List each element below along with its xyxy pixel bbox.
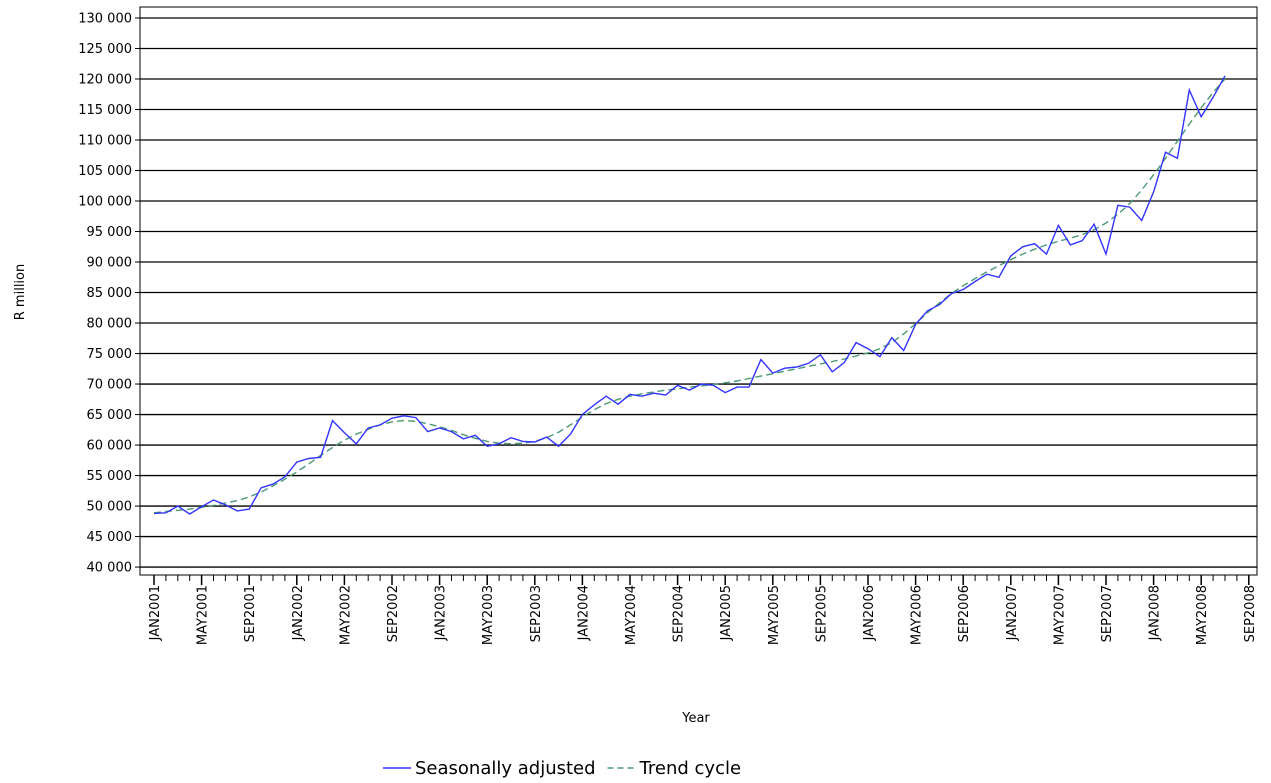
- y-tick-label: 90 000: [87, 256, 133, 271]
- x-tick-label: JAN2002: [291, 585, 306, 641]
- x-tick-label: JAN2008: [1148, 585, 1163, 641]
- x-tick-label: JAN2006: [862, 585, 877, 641]
- x-tick-label: MAY2006: [910, 585, 925, 645]
- x-tick-label: SEP2007: [1100, 585, 1115, 642]
- x-tick-label: MAY2004: [624, 585, 639, 645]
- x-tick-label: MAY2002: [338, 585, 353, 645]
- y-tick-label: 70 000: [87, 378, 133, 393]
- y-axis-label: R million: [13, 264, 28, 320]
- x-tick-label: SEP2004: [672, 585, 687, 642]
- y-tick-label: 50 000: [87, 500, 133, 515]
- y-tick-label: 60 000: [87, 439, 133, 454]
- y-tick-label: 75 000: [87, 347, 133, 362]
- y-tick-label: 120 000: [78, 72, 132, 87]
- y-tick-label: 100 000: [78, 195, 132, 210]
- y-tick-label: 40 000: [87, 561, 133, 576]
- y-tick-label: 105 000: [78, 164, 132, 179]
- y-tick-label: 85 000: [87, 286, 133, 301]
- x-tick-label: MAY2008: [1195, 585, 1210, 645]
- x-tick-label: SEP2001: [243, 585, 258, 642]
- x-tick-label: SEP2002: [386, 585, 401, 642]
- x-tick-label: SEP2005: [814, 585, 829, 642]
- legend-label: Trend cycle: [639, 758, 742, 779]
- x-tick-label: JAN2005: [719, 585, 734, 641]
- legend-label: Seasonally adjusted: [415, 758, 596, 779]
- y-tick-label: 125 000: [78, 42, 132, 57]
- series-line: [153, 78, 1226, 514]
- x-tick-label: JAN2007: [1005, 585, 1020, 641]
- y-tick-label: 95 000: [87, 225, 133, 240]
- x-tick-label: JAN2003: [434, 585, 449, 641]
- x-axis-label: Year: [681, 711, 710, 726]
- x-tick-label: MAY2007: [1052, 585, 1067, 645]
- y-tick-label: 65 000: [87, 408, 133, 423]
- x-tick-label: JAN2001: [148, 585, 163, 641]
- y-tick-label: 110 000: [78, 134, 132, 149]
- x-tick-label: MAY2005: [767, 585, 782, 645]
- y-tick-label: 55 000: [87, 469, 133, 484]
- y-tick-label: 130 000: [78, 11, 132, 26]
- plot-frame: [139, 6, 1258, 576]
- y-tick-label: 115 000: [78, 103, 132, 118]
- x-tick-label: MAY2001: [196, 585, 211, 645]
- y-tick-label: 45 000: [87, 530, 133, 545]
- x-tick-label: JAN2004: [576, 585, 591, 641]
- x-tick-label: SEP2006: [957, 585, 972, 642]
- series-line: [153, 75, 1226, 515]
- x-tick-label: MAY2003: [481, 585, 496, 645]
- x-tick-label: SEP2008: [1243, 585, 1258, 642]
- y-tick-label: 80 000: [87, 317, 133, 332]
- x-tick-label: SEP2003: [529, 585, 544, 642]
